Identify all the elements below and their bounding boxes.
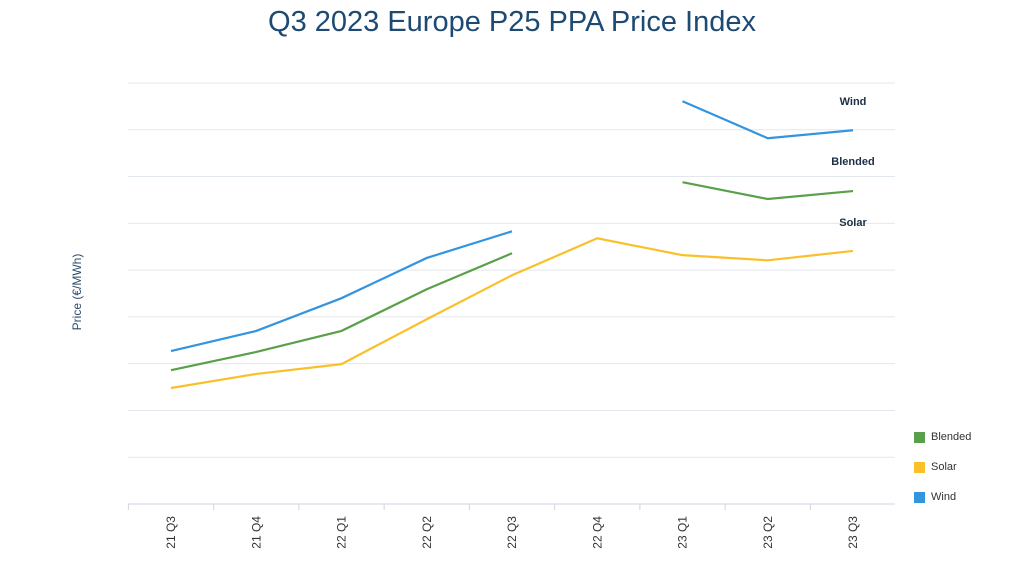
x-tick-label: 23 Q1 [676, 516, 690, 549]
x-tick-label: 22 Q2 [420, 516, 434, 549]
legend-item-wind[interactable]: Wind [914, 491, 956, 503]
x-tick-label: 21 Q4 [249, 516, 263, 549]
x-tick-label: 22 Q1 [335, 516, 349, 549]
legend-label: Blended [931, 431, 972, 443]
x-tick-label: 23 Q3 [846, 516, 860, 549]
x-tick-label: 22 Q3 [505, 516, 519, 549]
legend-label: Solar [931, 461, 957, 473]
legend-swatch [914, 431, 925, 443]
series-label-solar: Solar [839, 217, 867, 229]
series-line-blended [682, 181, 854, 201]
series-label-wind: Wind [840, 96, 867, 108]
chart-title: Q3 2023 Europe P25 PPA Price Index [268, 6, 756, 38]
legend-item-solar[interactable]: Solar [914, 461, 957, 473]
x-tick-label: 23 Q2 [761, 516, 775, 549]
legend-swatch [914, 491, 925, 503]
series-line-wind [682, 100, 854, 140]
series-label-blended: Blended [831, 156, 874, 168]
x-tick-label: 22 Q4 [590, 516, 604, 549]
series-line-wind [170, 230, 513, 353]
series-line-solar [170, 237, 854, 390]
series-line-blended [170, 252, 513, 372]
legend-swatch [914, 461, 925, 473]
legend-label: Wind [931, 491, 957, 503]
x-tick-label: 21 Q3 [164, 516, 178, 549]
legend-item-blended[interactable]: Blended [914, 431, 971, 443]
